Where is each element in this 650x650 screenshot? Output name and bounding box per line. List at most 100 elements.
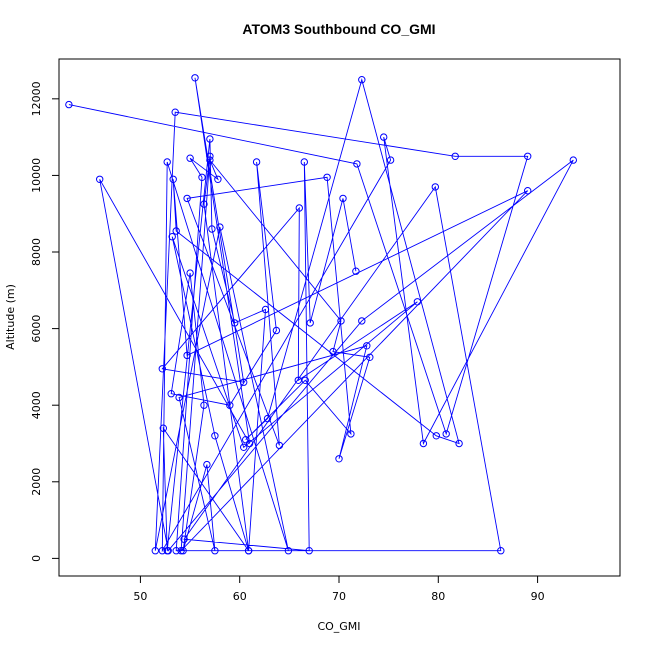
data-point — [186, 269, 194, 277]
data-point — [158, 365, 167, 373]
data-point — [198, 173, 206, 182]
data-point — [301, 376, 309, 384]
y-tick-label: 8000 — [30, 238, 43, 266]
chart-title: ATOM3 Southbound CO_GMI — [242, 21, 435, 37]
data-point — [295, 204, 303, 212]
data-point — [442, 430, 450, 438]
data-point — [203, 460, 211, 469]
data-point — [252, 158, 261, 166]
data-point — [159, 424, 168, 432]
data-point — [335, 455, 343, 463]
data-point — [263, 414, 272, 423]
data-point — [186, 154, 194, 162]
data-point — [65, 100, 73, 109]
data-point — [352, 267, 360, 275]
data-point — [211, 432, 219, 440]
data-point — [206, 152, 214, 161]
data-point — [206, 156, 214, 164]
y-tick-label: 2000 — [30, 468, 43, 496]
data-point — [169, 175, 177, 184]
y-tick-label: 12000 — [30, 81, 43, 116]
data-point — [245, 439, 254, 448]
y-tick-label: 4000 — [30, 391, 43, 419]
data-point — [366, 353, 374, 361]
data-point — [337, 317, 345, 325]
data-point — [200, 401, 208, 409]
data-point — [151, 547, 160, 555]
data-point — [214, 175, 222, 184]
data-point — [158, 547, 167, 555]
data-point — [323, 173, 331, 182]
data-point — [386, 156, 395, 164]
data-point — [305, 547, 313, 555]
data-point — [339, 194, 347, 203]
data-point — [226, 401, 234, 409]
data-point — [172, 547, 180, 555]
data-point — [191, 74, 199, 82]
data-point — [413, 298, 422, 306]
data-point — [432, 432, 440, 440]
plot-frame — [58, 58, 621, 577]
data-point — [261, 305, 270, 314]
x-tick-label: 60 — [233, 590, 247, 603]
data-point — [329, 347, 337, 356]
x-tick-label: 50 — [133, 590, 147, 603]
data-point — [180, 535, 188, 543]
data-point — [284, 547, 293, 555]
data-point — [175, 393, 183, 402]
series-layer — [65, 74, 577, 555]
data-point — [294, 376, 302, 384]
data-point — [358, 317, 366, 325]
y-tick-label: 0 — [30, 555, 43, 562]
data-point — [200, 200, 208, 208]
data-point — [172, 227, 180, 235]
data-point — [211, 547, 219, 555]
data-point — [163, 158, 171, 166]
x-axis-label: CO_GMI — [317, 620, 360, 633]
data-point — [242, 436, 250, 444]
x-tick-label: 70 — [332, 590, 346, 603]
data-point — [183, 351, 191, 360]
data-point — [96, 175, 104, 184]
data-point — [275, 441, 284, 450]
data-point — [244, 547, 253, 555]
data-point — [358, 76, 366, 84]
data-point — [363, 342, 371, 350]
x-tick-label: 80 — [431, 590, 445, 603]
data-point — [353, 160, 361, 168]
data-point — [524, 152, 532, 161]
series-line — [68, 77, 574, 553]
data-point — [569, 156, 577, 164]
x-tick-label: 90 — [531, 590, 545, 603]
data-point — [163, 547, 171, 555]
data-point — [179, 547, 187, 555]
data-point — [300, 158, 308, 166]
data-point — [419, 439, 428, 448]
data-point — [171, 108, 179, 116]
data-point — [231, 319, 239, 327]
data-point — [497, 547, 505, 555]
data-point — [216, 223, 224, 231]
data-point — [177, 547, 185, 555]
data-point — [272, 326, 281, 335]
data-point — [240, 378, 248, 386]
data-point — [183, 194, 191, 203]
data-point — [431, 183, 439, 191]
data-point — [524, 187, 532, 195]
data-point — [347, 430, 355, 438]
data-point — [208, 225, 216, 233]
data-point — [240, 443, 248, 451]
data-point — [455, 439, 463, 448]
data-point — [451, 152, 459, 161]
y-axis-label: Altitude (m) — [4, 284, 17, 350]
data-point — [306, 319, 314, 327]
y-tick-label: 10000 — [30, 158, 43, 193]
data-point — [168, 233, 176, 241]
y-tick-label: 6000 — [30, 315, 43, 343]
data-point — [167, 390, 175, 398]
x-axis: 50 60 70 80 90 — [133, 576, 545, 603]
data-point — [380, 133, 388, 141]
data-point — [206, 135, 214, 143]
y-axis: 0 2000 4000 6000 8000 10000 12000 — [30, 81, 59, 562]
